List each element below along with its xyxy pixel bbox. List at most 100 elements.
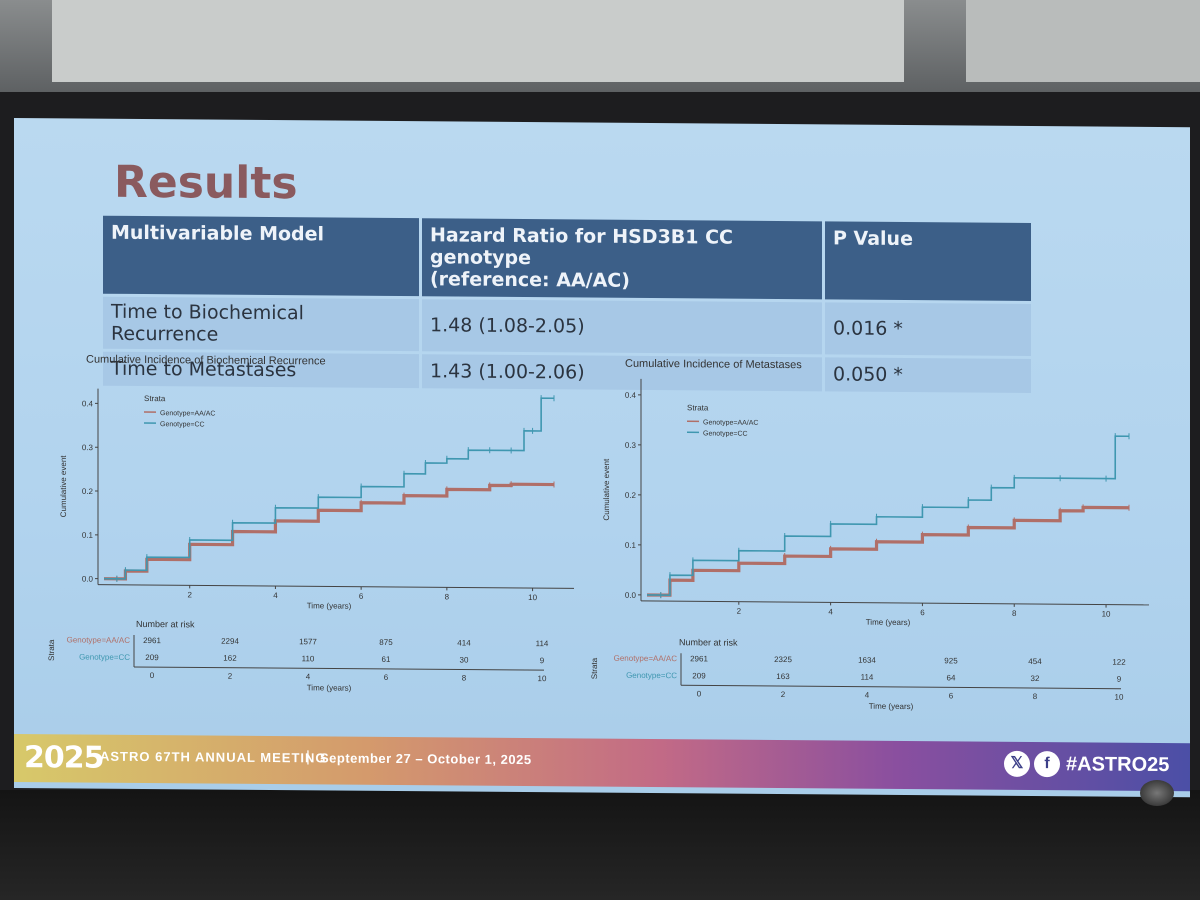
risk-count: 32	[1031, 674, 1040, 683]
y-tick-label: 0.3	[625, 441, 637, 450]
risk-count: 162	[223, 654, 237, 663]
y-tick-label: 0.4	[82, 399, 94, 408]
y-tick-label: 0.0	[625, 591, 637, 600]
x-tick-label: 8	[1012, 609, 1017, 618]
header-p-value: P Value	[825, 221, 1031, 301]
wall-panel	[966, 0, 1200, 82]
risk-x-tick-label: 0	[697, 689, 702, 698]
risk-table-strata-label: Strata	[590, 657, 599, 679]
risk-count: 414	[457, 638, 471, 647]
risk-count: 114	[861, 673, 874, 682]
risk-count: 9	[540, 656, 545, 665]
x-tick-label: 10	[1102, 610, 1111, 619]
x-axis-line	[98, 584, 574, 589]
risk-count: 30	[460, 655, 469, 664]
y-tick-label: 0.1	[625, 541, 637, 550]
risk-row-name: Genotype=AA/AC	[67, 635, 131, 644]
risk-table-title: Number at risk	[136, 619, 195, 629]
y-tick-label: 0.1	[82, 531, 94, 540]
y-axis-label: Cumulative event	[59, 455, 68, 518]
risk-count: 122	[1112, 658, 1126, 667]
table-row: Time to Biochemical Recurrence 1.48 (1.0…	[103, 296, 1031, 356]
risk-count: 2294	[221, 637, 239, 646]
legend-entry: Genotype=CC	[160, 421, 205, 428]
projected-slide: Results Multivariable Model Hazard Ratio…	[14, 118, 1190, 798]
y-axis-label: Cumulative event	[602, 458, 611, 521]
chart-biochemical-recurrence: Cumulative Incidence of Biochemical Recu…	[47, 354, 574, 693]
header-hazard-ratio: Hazard Ratio for HSD3B1 CC genotype (ref…	[422, 218, 822, 300]
risk-row-name: Genotype=CC	[626, 671, 677, 680]
row-model: Time to Biochemical Recurrence	[103, 296, 419, 352]
risk-count: 1634	[858, 656, 876, 665]
x-tick-label: 8	[445, 592, 450, 601]
table-header-row: Multivariable Model Hazard Ratio for HSD…	[103, 215, 1031, 301]
header-model: Multivariable Model	[103, 215, 419, 297]
y-tick-label: 0.2	[82, 487, 94, 496]
x-tick-label: 2	[737, 607, 742, 616]
risk-x-tick-label: 6	[384, 673, 389, 682]
y-tick-label: 0.0	[82, 575, 94, 584]
meeting-dates: September 27 – October 1, 2025	[320, 750, 532, 768]
x-tick-label: 6	[920, 608, 925, 617]
x-tick-label: 4	[273, 591, 278, 600]
x-tick-label: 6	[359, 592, 364, 601]
risk-x-tick-label: 2	[781, 690, 786, 699]
y-tick-label: 0.3	[82, 443, 94, 452]
risk-x-axis	[134, 666, 544, 671]
y-tick-label: 0.4	[625, 391, 637, 400]
microphone	[1140, 780, 1174, 806]
risk-x-tick-label: 10	[538, 674, 547, 683]
risk-x-tick-label: 8	[462, 674, 467, 683]
risk-x-axis-label: Time (years)	[869, 702, 914, 711]
legend-entry: Genotype=AA/AC	[703, 419, 758, 426]
risk-count: 209	[692, 671, 706, 680]
risk-x-tick-label: 2	[228, 672, 233, 681]
slide-title: Results	[114, 156, 298, 210]
chart-title: Cumulative Incidence of Metastases	[625, 358, 802, 371]
legend-title: Strata	[144, 394, 166, 403]
risk-count: 110	[302, 654, 315, 663]
risk-count: 925	[944, 656, 958, 665]
legend-entry: Genotype=CC	[703, 430, 748, 437]
conference-footer: 2025 ASTRO 67TH ANNUAL MEETING | Septemb…	[14, 734, 1190, 792]
footer-separator: |	[306, 748, 310, 766]
series-aa-ac-line	[104, 482, 554, 581]
meeting-name: ASTRO 67TH ANNUAL MEETING	[100, 748, 327, 766]
room-floor	[0, 790, 1200, 900]
risk-count: 114	[536, 639, 549, 648]
wall-panel	[52, 0, 904, 82]
risk-count: 2325	[774, 655, 792, 664]
row-hr: 1.48 (1.08-2.05)	[422, 299, 822, 355]
risk-count: 875	[379, 638, 393, 647]
hashtag: #ASTRO25	[1066, 753, 1170, 777]
x-axis-line	[641, 600, 1149, 606]
risk-count: 1577	[299, 637, 317, 646]
series-cc-line	[647, 435, 1129, 596]
y-tick-label: 0.2	[625, 491, 637, 500]
row-p: 0.016 *	[825, 302, 1031, 356]
risk-count: 209	[145, 653, 159, 662]
x-tick-label: 10	[528, 593, 537, 602]
chart-metastases: Cumulative Incidence of Metastases 0.0 0.1…	[590, 358, 1149, 711]
risk-count: 163	[776, 672, 790, 681]
risk-count: 2961	[690, 654, 708, 663]
risk-x-tick-label: 4	[865, 691, 870, 700]
chart-title: Cumulative Incidence of Biochemical Recu…	[86, 354, 326, 368]
header-hr-line2: (reference: AA/AC)	[430, 268, 630, 292]
risk-table-strata-label: Strata	[47, 639, 56, 661]
risk-x-axis-label: Time (years)	[307, 683, 352, 692]
facebook-icon[interactable]: f	[1034, 751, 1060, 778]
risk-count: 64	[947, 673, 956, 682]
risk-x-tick-label: 4	[306, 672, 311, 681]
risk-x-axis	[681, 684, 1121, 690]
x-axis-label: Time (years)	[307, 601, 352, 610]
x-social-icon[interactable]: 𝕏	[1004, 750, 1030, 777]
risk-x-tick-label: 8	[1033, 692, 1038, 701]
risk-row-name: Genotype=CC	[79, 653, 130, 662]
risk-count: 9	[1117, 675, 1122, 684]
risk-count: 2961	[143, 636, 161, 645]
legend-title: Strata	[687, 403, 709, 412]
series-aa-ac-line	[647, 505, 1129, 597]
x-tick-label: 2	[187, 590, 192, 599]
x-axis-label: Time (years)	[866, 618, 911, 627]
